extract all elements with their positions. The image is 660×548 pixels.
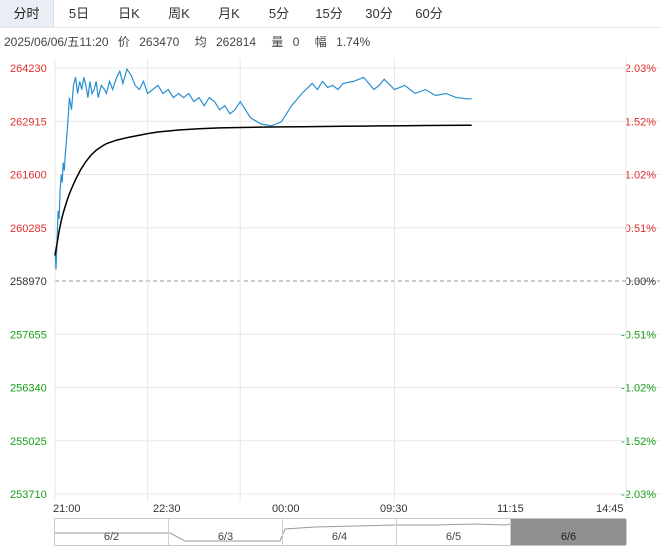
- y-tick-left: 256340: [10, 383, 47, 395]
- y-tick-left: 264230: [10, 63, 47, 75]
- tab-7[interactable]: 30分: [365, 6, 393, 21]
- tab-8[interactable]: 60分: [415, 6, 443, 21]
- info-vol: 量 0: [271, 35, 305, 49]
- tab-0[interactable]: 分时: [0, 0, 54, 27]
- info-bar: 2025/06/06/五11:20 价 263470 均 262814 量 0 …: [4, 33, 382, 49]
- navigator-day-label: 6/6: [560, 531, 577, 543]
- x-tick: 14:45: [596, 503, 624, 515]
- y-tick-left: 261600: [10, 170, 47, 182]
- tab-2[interactable]: 日K: [118, 6, 140, 21]
- y-tick-right: 1.52%: [625, 116, 656, 128]
- navigator-day-0[interactable]: 6/2: [55, 519, 169, 545]
- info-avg: 均 262814: [195, 35, 262, 49]
- y-tick-right: 0.51%: [625, 223, 656, 235]
- y-tick-right: 0.00%: [625, 276, 656, 288]
- info-datetime: 2025/06/06/五11:20: [4, 35, 109, 49]
- y-tick-right: -1.52%: [621, 436, 656, 448]
- navigator-day-label: 6/4: [331, 531, 348, 543]
- tab-1[interactable]: 5日: [68, 6, 90, 21]
- navigator-day-2[interactable]: 6/4: [283, 519, 397, 545]
- x-tick: 00:00: [272, 503, 300, 515]
- tab-6[interactable]: 15分: [315, 6, 343, 21]
- average-line: [54, 124, 472, 256]
- period-tabs: 分时 5日 日K 周K 月K 5分 15分 30分 60分: [0, 0, 660, 28]
- info-change: 幅 1.74%: [315, 35, 376, 49]
- x-tick: 09:30: [380, 503, 408, 515]
- x-axis-labels: 21:00 22:30 00:00 09:30 11:15 14:45: [0, 503, 660, 517]
- info-vol-value: 0: [292, 35, 300, 49]
- tab-5[interactable]: 5分: [268, 6, 290, 21]
- navigator-day-3[interactable]: 6/5: [397, 519, 511, 545]
- y-tick-left: 258970: [10, 276, 47, 288]
- y-tick-left: 257655: [10, 329, 47, 341]
- info-price-value: 263470: [139, 35, 180, 49]
- info-avg-label: 均: [194, 35, 207, 49]
- x-tick: 22:30: [153, 503, 181, 515]
- price-line: [54, 67, 472, 270]
- info-vol-label: 量: [271, 35, 284, 49]
- y-tick-right: -0.51%: [621, 329, 656, 341]
- y-tick-right: -1.02%: [621, 383, 656, 395]
- y-tick-right: -2.03%: [621, 489, 656, 501]
- y-tick-right: 1.02%: [625, 170, 656, 182]
- x-tick: 11:15: [497, 503, 524, 515]
- info-change-value: 1.74%: [336, 35, 371, 49]
- navigator-day-1[interactable]: 6/3: [169, 519, 283, 545]
- navigator-day-label: 6/3: [217, 531, 234, 543]
- info-change-label: 幅: [314, 35, 327, 49]
- date-navigator[interactable]: 6/2 6/3 6/4 6/5 6/6: [54, 518, 627, 546]
- x-tick: 21:00: [53, 503, 81, 515]
- navigator-day-4[interactable]: 6/6: [511, 519, 627, 545]
- tab-4[interactable]: 月K: [218, 6, 240, 21]
- navigator-day-label: 6/2: [103, 531, 120, 543]
- y-tick-left: 255025: [10, 436, 47, 448]
- tab-3[interactable]: 周K: [168, 6, 190, 21]
- y-tick-right: 2.03%: [625, 63, 656, 75]
- y-tick-left: 253710: [10, 489, 47, 501]
- y-tick-left: 260285: [10, 223, 47, 235]
- info-price: 价 263470: [118, 35, 185, 49]
- info-price-label: 价: [117, 35, 130, 49]
- navigator-day-label: 6/5: [445, 531, 462, 543]
- y-tick-left: 262915: [10, 116, 47, 128]
- info-avg-value: 262814: [216, 35, 257, 49]
